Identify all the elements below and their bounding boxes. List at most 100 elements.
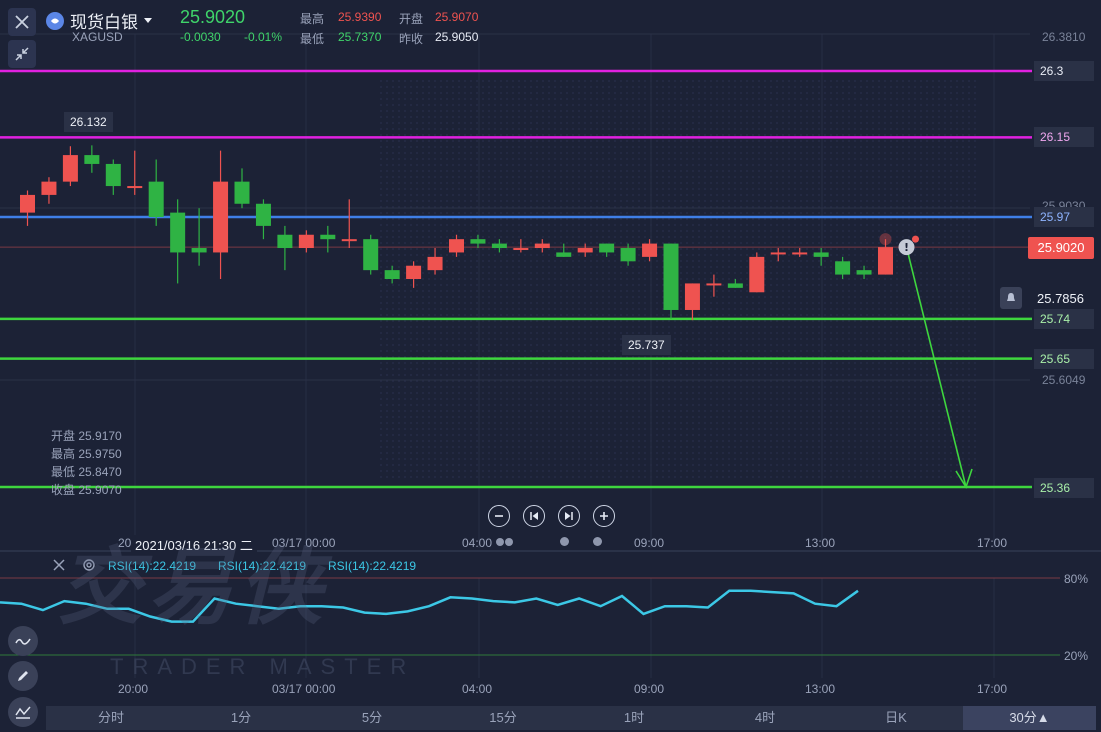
price-change-pct: -0.01%	[244, 30, 283, 44]
high-value: 25.9390	[338, 10, 382, 24]
projection-arrow	[905, 246, 967, 488]
candle-body	[856, 270, 872, 275]
candle-body	[706, 283, 722, 286]
collapse-button[interactable]	[8, 40, 36, 68]
candle-body	[449, 239, 464, 253]
prev-close-label: 昨收	[399, 32, 424, 46]
time-axis-main-label-1: 20	[118, 536, 132, 550]
rsi-close-button[interactable]	[52, 558, 68, 574]
rsi-line	[0, 589, 859, 623]
watermark-logo: 交易侠	[58, 540, 329, 634]
candle-body	[599, 243, 615, 253]
candle-body	[213, 181, 229, 253]
level-tag-26-15: 26.15	[1034, 127, 1094, 147]
wave-icon	[15, 638, 31, 645]
timeframe-bar	[46, 706, 1096, 730]
low-value: 25.7370	[338, 30, 382, 44]
skip-forward-icon	[565, 512, 573, 520]
gesture-tool-button[interactable]	[8, 626, 38, 656]
world-map-background	[380, 80, 980, 480]
low-label: 最低	[300, 32, 325, 46]
candle-body	[770, 252, 786, 255]
alert-bell-button[interactable]	[1000, 287, 1022, 309]
draw-tool-button[interactable]	[8, 661, 38, 691]
time-axis-main-label-3: 04:00	[462, 536, 493, 550]
ohlc-open: 开盘 25.9170	[51, 429, 122, 443]
time-axis-rsi-label-3: 04:00	[462, 682, 493, 696]
rsi-label-3: RSI(14):22.4219	[328, 559, 417, 573]
tab-daily[interactable]: 日K	[885, 710, 907, 725]
candle-body	[148, 181, 164, 218]
candle-body	[41, 181, 57, 195]
level-tag-25-36: 25.36	[1034, 478, 1094, 498]
close-icon	[53, 559, 65, 571]
level-tag-25-74: 25.74	[1034, 309, 1094, 329]
current-price: 25.9020	[180, 7, 246, 27]
low-marker-label: 25.737	[622, 335, 671, 355]
axis-label-top: 26.3810	[1042, 30, 1086, 44]
candle-body	[792, 252, 808, 255]
candle-body	[234, 181, 250, 204]
open-value: 25.9070	[435, 10, 479, 24]
rsi-settings-button[interactable]	[82, 558, 98, 574]
symbol-name: 现货白银	[70, 13, 138, 32]
tab-5min[interactable]: 5分	[361, 710, 383, 725]
ohlc-high: 最高 25.9750	[51, 447, 122, 461]
candle-body	[84, 155, 100, 164]
rsi-label-2: RSI(14):22.4219	[218, 559, 307, 573]
ohlc-close: 收盘 25.9070	[51, 483, 122, 497]
candle-body	[170, 212, 186, 253]
candle-body	[835, 261, 851, 275]
candle-body	[341, 239, 357, 242]
high-label: 最高	[300, 12, 325, 26]
time-axis-main-label-2: 03/17 00:00	[272, 536, 336, 550]
chevron-down-icon	[144, 18, 152, 23]
candle-body	[470, 239, 486, 244]
candle-body	[20, 194, 35, 213]
symbol-selector[interactable]: 现货白银	[46, 8, 152, 33]
alert-price: 25.7856	[1037, 291, 1084, 306]
candle-body	[663, 243, 679, 310]
open-label: 开盘	[399, 12, 424, 26]
tab-1min[interactable]: 1分	[230, 710, 252, 725]
candle-body	[298, 234, 314, 249]
tab-1hour[interactable]: 1时	[623, 710, 645, 725]
close-button[interactable]	[8, 8, 36, 36]
tab-timeshare[interactable]: 分时	[97, 710, 124, 725]
rsi-level-20: 20%	[1064, 649, 1089, 663]
collapse-arrows-icon	[15, 47, 29, 61]
zoom-in-button[interactable]	[593, 505, 615, 527]
arrow-head	[955, 468, 973, 489]
candle-body	[513, 248, 529, 251]
plus-icon	[600, 512, 608, 520]
candle-body	[491, 243, 507, 249]
tab-15min[interactable]: 15分	[489, 710, 517, 725]
timeline-dots	[496, 536, 516, 548]
current-price-tag: 25.9020	[1028, 237, 1094, 259]
candle-body	[277, 234, 293, 249]
zoom-out-button[interactable]	[488, 505, 510, 527]
time-axis-rsi-label-1: 20:00	[118, 682, 149, 696]
candle-body	[878, 247, 893, 275]
timeline-dot	[560, 537, 569, 546]
indicator-icon	[15, 706, 31, 719]
rsi-label-1: RSI(14):22.4219	[108, 559, 197, 573]
chart-grid	[0, 33, 1101, 678]
axis-label-low: 25.6049	[1042, 373, 1086, 387]
tab-4hour[interactable]: 4时	[754, 710, 776, 725]
close-icon	[15, 15, 29, 29]
scroll-end-button[interactable]	[558, 505, 580, 527]
time-axis-rsi-label-5: 13:00	[805, 682, 836, 696]
scroll-start-button[interactable]	[523, 505, 545, 527]
info-marker-glyph: !	[904, 241, 909, 254]
candle-body	[577, 248, 593, 253]
level-tag-25-97: 25.97	[1034, 207, 1094, 227]
tab-30min-active[interactable]: 30分▲	[963, 706, 1096, 730]
rsi-chart	[0, 577, 1060, 656]
time-axis-rsi-label-4: 09:00	[634, 682, 665, 696]
candle-body	[406, 265, 422, 279]
indicator-tool-button[interactable]	[8, 697, 38, 727]
candle-body	[127, 186, 143, 189]
alert-dot	[912, 235, 919, 243]
